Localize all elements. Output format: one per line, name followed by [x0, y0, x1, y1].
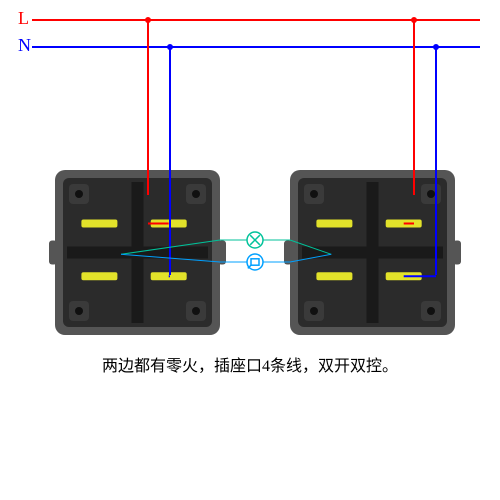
- switch-left: [49, 170, 226, 335]
- wiring-diagram: LN 两边都有零火，插座口4条线，双开双控。: [0, 0, 500, 500]
- terminal: [316, 220, 352, 228]
- terminal: [81, 220, 117, 228]
- label-neutral: N: [18, 35, 31, 55]
- drop-right-live-junction: [411, 17, 417, 23]
- label-live: L: [18, 8, 29, 28]
- switch-right: [284, 170, 461, 335]
- traveler-bottom-marker: [247, 254, 263, 270]
- drop-left-live-junction: [145, 17, 151, 23]
- caption: 两边都有零火，插座口4条线，双开双控。: [102, 357, 398, 375]
- drop-left-neutral-junction: [167, 44, 173, 50]
- drop-right-neutral-junction: [433, 44, 439, 50]
- terminal: [316, 272, 352, 280]
- traveler-top-marker: [247, 232, 263, 248]
- terminal: [81, 272, 117, 280]
